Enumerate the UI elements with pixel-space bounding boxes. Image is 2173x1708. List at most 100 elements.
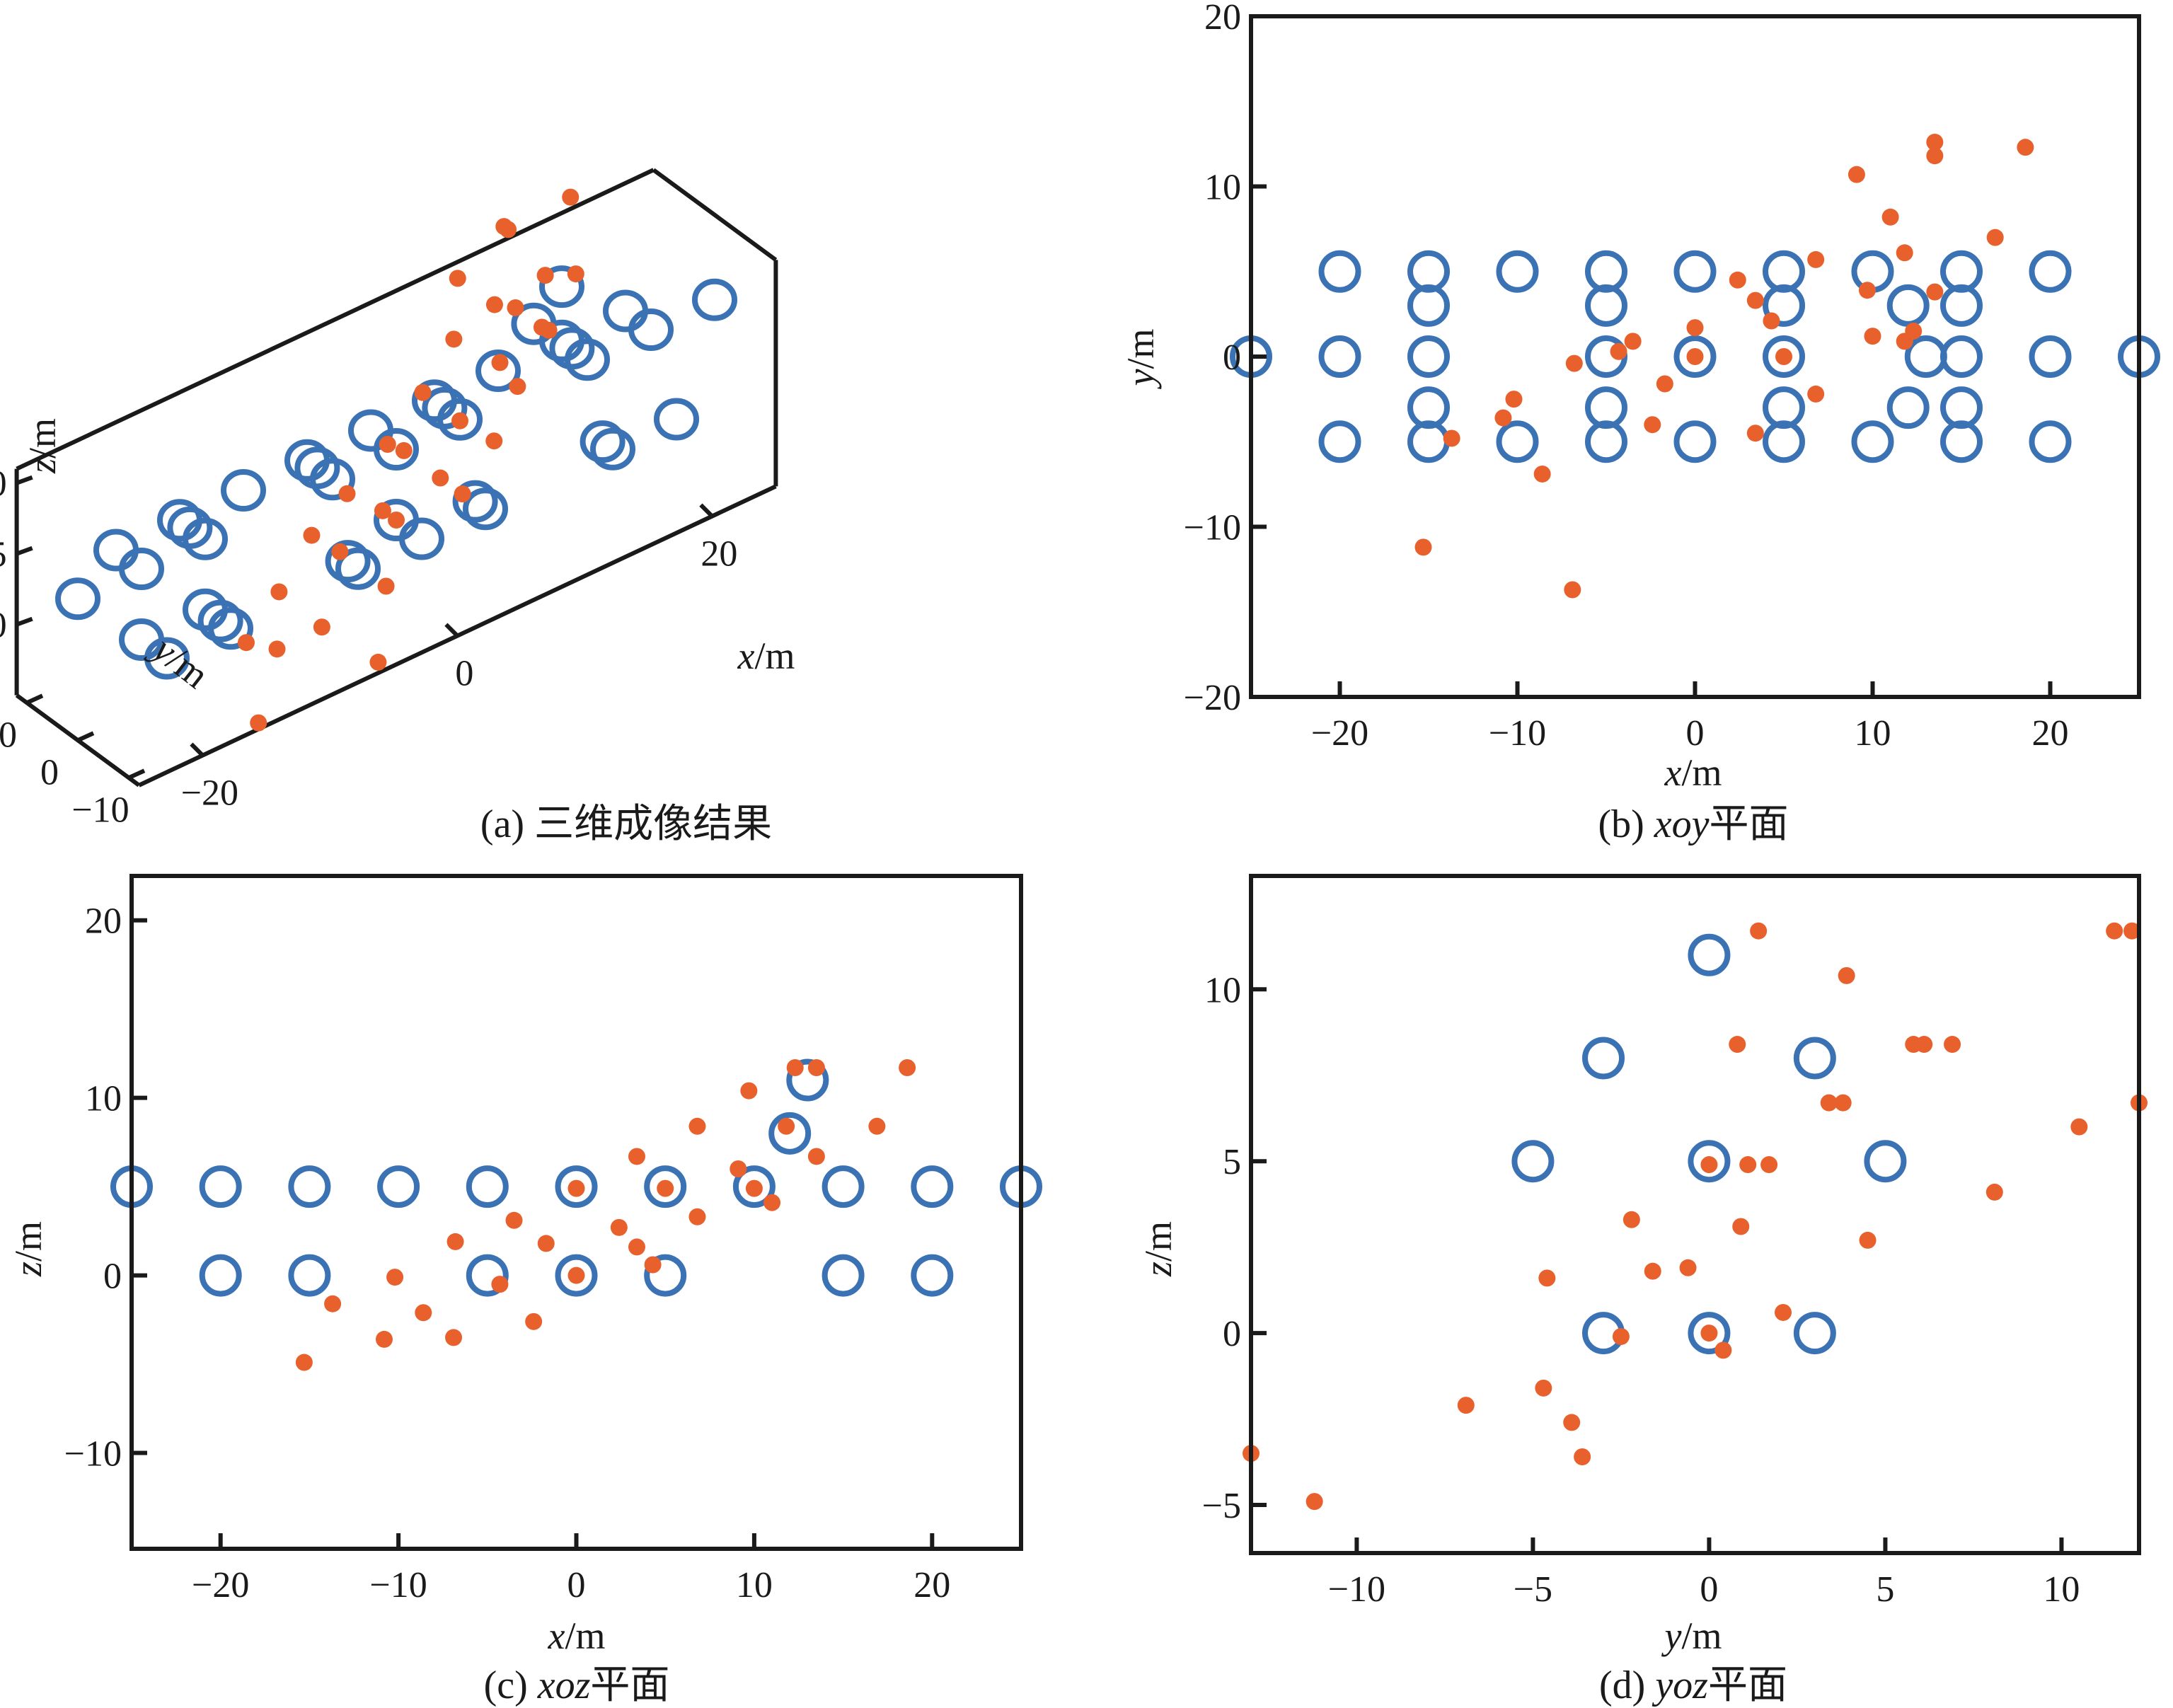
yoz-plot-area: −10 −5 0 5 10 −5 0 5 10 — [1202, 874, 2148, 1610]
x-tick-label: −10 — [1489, 713, 1546, 754]
z-axis-label: z/m — [21, 418, 64, 474]
reconstructed-point-marker — [807, 1058, 825, 1076]
reconstructed-point-marker — [1538, 1269, 1556, 1287]
truth-target-marker — [119, 618, 164, 661]
truth-target-marker — [1318, 250, 1361, 293]
truth-target-marker — [911, 1165, 954, 1208]
truth-target-marker — [199, 1254, 242, 1297]
truth-target-marker — [335, 547, 381, 590]
truth-target-marker — [590, 427, 635, 471]
truth-target-marker — [555, 1254, 598, 1297]
x-tick-label: 20 — [2032, 713, 2069, 754]
reconstructed-point-marker — [1985, 1183, 2003, 1201]
reconstructed-point-marker — [525, 1312, 543, 1330]
reconstructed-point-marker — [377, 577, 395, 595]
reconstructed-point-marker — [1732, 1218, 1750, 1235]
reconstructed-point-marker — [533, 318, 551, 336]
truth-target-marker — [1688, 1140, 1731, 1183]
truth-target-marker — [1688, 933, 1731, 976]
truth-target-marker — [1407, 284, 1450, 327]
truth-target-marker — [55, 577, 100, 621]
y-tick-label: 0 — [103, 1257, 122, 1297]
y-tick-label: 10 — [1204, 168, 1241, 208]
reconstructed-point-marker — [1612, 1327, 1630, 1345]
truth-target-marker — [119, 548, 164, 590]
x-tick-label: 0 — [455, 654, 473, 694]
reconstructed-point-marker — [1896, 333, 1913, 350]
reconstructed-point-marker — [628, 1148, 645, 1165]
truth-target-marker — [452, 480, 498, 523]
reconstructed-point-marker — [386, 1269, 404, 1286]
reconstructed-point-marker — [1565, 354, 1583, 372]
truth-target-marker — [654, 398, 699, 441]
reconstructed-point-marker — [1564, 581, 1581, 599]
truth-target-marker — [1864, 1140, 1907, 1183]
reconstructed-point-marker — [567, 265, 584, 283]
truth-target-marker — [2029, 420, 2072, 463]
truth-target-marker — [288, 1254, 331, 1297]
truth-target-marker — [1886, 386, 1930, 429]
truth-target-marker — [374, 428, 419, 471]
y-tick-label: 0 — [40, 752, 59, 792]
truth-target-marker — [1496, 250, 1539, 293]
reconstructed-point-marker — [1859, 1231, 1877, 1249]
y-axis-line — [15, 693, 141, 787]
y-axis-label: y/m — [1661, 1615, 1722, 1657]
x-axis-label: x/m — [548, 1615, 606, 1657]
box-edge — [652, 168, 778, 262]
reconstructed-point-marker — [331, 543, 349, 560]
truth-target-marker — [1511, 1140, 1555, 1183]
3d-axes-box — [14, 168, 778, 787]
reconstructed-point-marker — [509, 378, 526, 396]
reconstructed-point-marker — [500, 221, 517, 238]
reconstructed-point-marker — [1563, 1414, 1581, 1431]
reconstructed-point-marker — [740, 1082, 758, 1100]
truth-target-marker — [475, 350, 521, 392]
box-edge — [16, 168, 655, 471]
reconstructed-point-marker — [313, 618, 330, 636]
panel-yoz-plane: −10 −5 0 5 10 −5 0 5 10 y/m z/m (d) yoz平面 — [1137, 874, 2148, 1707]
x-axis-label: x/m — [737, 635, 795, 677]
truth-target-marker — [786, 1058, 829, 1102]
truth-target-marker — [1763, 420, 1805, 463]
truth-target-marker — [377, 1165, 420, 1208]
truth-target-marker — [692, 278, 737, 321]
x-tick-label: 20 — [701, 534, 737, 575]
reconstructed-point-marker — [379, 435, 396, 453]
reconstructed-point-marker — [1746, 425, 1764, 442]
y-axis-label: y/m — [1119, 329, 1162, 390]
y-tick — [127, 768, 146, 780]
reconstructed-point-marker — [485, 296, 503, 313]
x-tick-label: −20 — [181, 773, 238, 814]
reconstructed-point-marker — [644, 1256, 662, 1274]
x-tick-label: 0 — [1686, 713, 1705, 754]
truth-target-marker — [374, 499, 419, 541]
truth-target-marker — [1940, 335, 1983, 378]
reconstructed-point-marker — [1624, 333, 1642, 350]
truth-target-marker — [911, 1254, 954, 1297]
x-tick-label: 10 — [2043, 1569, 2080, 1610]
x-tick-label: 0 — [567, 1565, 586, 1605]
reconstructed-point-marker — [1864, 328, 1881, 345]
reconstructed-point-marker — [1739, 1156, 1757, 1174]
reconstructed-point-marker — [2106, 922, 2123, 940]
reconstructed-point-marker — [2017, 139, 2034, 156]
reconstructed-point-marker — [1686, 319, 1704, 337]
truth-target-marker — [1886, 284, 1930, 327]
reconstructed-point-marker — [1944, 1036, 1961, 1054]
reconstructed-point-marker — [432, 469, 449, 487]
reconstructed-point-marker — [567, 1266, 585, 1284]
reconstructed-point-marker — [1926, 283, 1944, 301]
truth-target-marker — [1904, 335, 1947, 378]
reconstructed-point-marker — [1760, 1156, 1778, 1174]
reconstructed-point-marker — [807, 1148, 825, 1165]
caption-a: (a) 三维成像结果 — [480, 802, 772, 846]
truth-target-marker — [1318, 420, 1361, 463]
truth-target-marker — [466, 1165, 509, 1208]
y-tick-label: −20 — [1184, 678, 1241, 718]
x-tick-label: −20 — [1311, 713, 1368, 754]
reconstructed-point-marker — [1926, 133, 1944, 151]
caption-d: (d) yoz平面 — [1599, 1663, 1787, 1707]
reconstructed-point-marker — [1574, 1448, 1591, 1465]
caption-c: (c) xoz平面 — [484, 1663, 670, 1707]
